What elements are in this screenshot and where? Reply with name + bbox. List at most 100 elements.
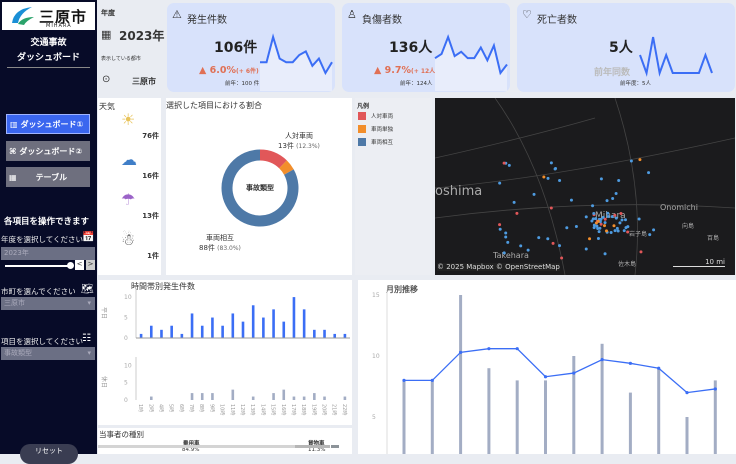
item-select[interactable]: 事故類型 ▾ (1, 347, 95, 360)
accident-point[interactable] (588, 237, 592, 241)
bar-平日-16時[interactable] (282, 321, 286, 338)
donut-slice-0[interactable] (259, 149, 287, 169)
bar-休日-9時[interactable] (211, 393, 214, 400)
month-bar-7[interactable] (572, 356, 576, 454)
accident-point[interactable] (591, 204, 595, 208)
accident-point[interactable] (614, 192, 618, 196)
accident-point[interactable] (498, 181, 502, 185)
bar-平日-5時[interactable] (170, 325, 173, 338)
legend-label[interactable]: 車両単独 (371, 127, 394, 133)
accident-point[interactable] (504, 235, 508, 239)
slider-prev-button[interactable]: < (75, 260, 84, 270)
trend-point-10[interactable] (657, 366, 661, 370)
accident-point[interactable] (616, 229, 620, 233)
bar-休日-18時[interactable] (302, 396, 306, 400)
month-bar-10[interactable] (657, 368, 661, 454)
month-bar-3[interactable] (459, 295, 463, 454)
nav-dashboard-1[interactable]: ▥ ダッシュボード① (6, 114, 90, 134)
bar-平日-9時[interactable] (211, 317, 214, 338)
bar-休日-7時[interactable] (190, 393, 194, 400)
trend-point-8[interactable] (600, 358, 604, 362)
accident-point[interactable] (611, 196, 615, 200)
accident-point[interactable] (574, 225, 578, 229)
legend-label[interactable]: 人対車両 (371, 114, 394, 120)
accident-point[interactable] (595, 224, 599, 228)
accident-point[interactable] (615, 226, 619, 230)
accident-point[interactable] (606, 211, 610, 215)
trend-point-1[interactable] (402, 378, 406, 382)
accident-point[interactable] (569, 198, 573, 202)
bar-休日-19時[interactable] (313, 393, 316, 400)
accident-point[interactable] (592, 223, 596, 227)
accident-point[interactable] (591, 217, 595, 221)
accident-map[interactable]: oshima Mihara Onomichi Takehara 岩子島 向島 百島 佐木島 ©… (435, 98, 735, 275)
bar-平日-14時[interactable] (262, 317, 265, 338)
accident-point[interactable] (606, 214, 610, 218)
accident-point[interactable] (619, 212, 623, 216)
bar-休日-8時[interactable] (200, 393, 204, 400)
donut-slice-1[interactable] (279, 160, 294, 175)
accident-point[interactable] (596, 237, 600, 241)
city-select[interactable]: 三原市 ▾ (1, 297, 95, 310)
bar-平日-15時[interactable] (272, 309, 275, 338)
accident-point[interactable] (603, 221, 607, 225)
accident-point[interactable] (599, 177, 603, 181)
trend-point-9[interactable] (628, 361, 632, 365)
accident-point[interactable] (596, 219, 600, 223)
month-bar-12[interactable] (713, 380, 717, 454)
accident-point[interactable] (546, 237, 550, 241)
month-bar-4[interactable] (487, 368, 491, 454)
bar-平日-6時[interactable] (180, 333, 184, 338)
accident-point[interactable] (584, 215, 588, 219)
bar-休日-13時[interactable] (251, 396, 255, 400)
accident-point[interactable] (504, 231, 508, 235)
legend-label[interactable]: 車両相互 (371, 140, 394, 146)
accident-point[interactable] (614, 216, 618, 220)
month-bar-8[interactable] (600, 343, 604, 454)
accident-point[interactable] (549, 206, 553, 210)
month-bar-6[interactable] (544, 380, 547, 454)
accident-point[interactable] (502, 251, 506, 255)
month-bar-5[interactable] (515, 380, 519, 454)
accident-point[interactable] (620, 218, 624, 222)
bar-平日-12時[interactable] (241, 321, 245, 338)
accident-point[interactable] (637, 217, 641, 221)
trend-point-7[interactable] (572, 371, 576, 375)
accident-point[interactable] (512, 200, 516, 204)
accident-point[interactable] (598, 226, 602, 230)
accident-point[interactable] (590, 219, 594, 223)
trend-point-11[interactable] (685, 391, 689, 395)
bar-平日-8時[interactable] (200, 325, 204, 338)
accident-point[interactable] (605, 199, 609, 203)
bar-平日-21時[interactable] (333, 333, 337, 338)
bar-平日-19時[interactable] (313, 329, 316, 338)
nav-table[interactable]: ▦ テーブル (6, 167, 90, 187)
bar-平日-2時[interactable] (149, 325, 153, 338)
accident-point[interactable] (622, 229, 626, 233)
bar-平日-18時[interactable] (302, 309, 306, 338)
trend-point-4[interactable] (487, 347, 491, 351)
nav-dashboard-2[interactable]: ⌘ ダッシュボード② (6, 141, 90, 161)
accident-point[interactable] (537, 236, 541, 240)
accident-point[interactable] (592, 212, 596, 216)
accident-point[interactable] (602, 224, 606, 228)
accident-point[interactable] (565, 226, 569, 230)
accident-point[interactable] (626, 230, 630, 234)
bar-休日-20時[interactable] (323, 396, 326, 400)
accident-point[interactable] (549, 161, 553, 165)
bar-平日-13時[interactable] (251, 305, 255, 338)
accident-point[interactable] (558, 244, 562, 248)
accident-point[interactable] (647, 171, 651, 175)
bar-平日-1時[interactable] (139, 333, 143, 338)
slider-handle[interactable] (67, 262, 74, 269)
accident-point[interactable] (594, 217, 598, 221)
accident-point[interactable] (639, 250, 643, 254)
accident-point[interactable] (613, 213, 617, 217)
accident-point[interactable] (498, 223, 502, 227)
accident-point[interactable] (498, 227, 502, 231)
accident-point[interactable] (592, 226, 596, 230)
accident-point[interactable] (623, 218, 627, 222)
bar-平日-11時[interactable] (231, 313, 235, 338)
bar-休日-2時[interactable] (149, 396, 153, 400)
